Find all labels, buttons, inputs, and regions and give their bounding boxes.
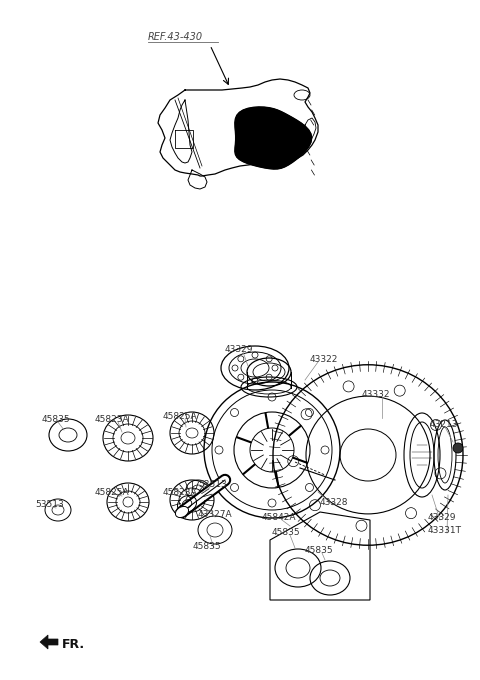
Text: 45823A: 45823A [163, 488, 198, 497]
Text: 43332: 43332 [362, 390, 391, 399]
Text: 43327A: 43327A [198, 510, 233, 519]
Text: 45835: 45835 [42, 415, 71, 424]
Text: 45823A: 45823A [95, 415, 130, 424]
Text: 45835: 45835 [272, 528, 300, 537]
Text: 43328: 43328 [320, 498, 348, 507]
Circle shape [453, 443, 463, 453]
Ellipse shape [176, 507, 189, 517]
Polygon shape [40, 635, 58, 649]
Text: REF.43-430: REF.43-430 [148, 32, 203, 42]
Text: 43329: 43329 [225, 345, 253, 354]
Text: 45842A: 45842A [262, 513, 297, 522]
Text: 45835: 45835 [305, 546, 334, 555]
Text: 45835: 45835 [193, 542, 222, 551]
Text: FR.: FR. [62, 638, 85, 651]
Text: 43213: 43213 [430, 420, 458, 429]
Text: 53513: 53513 [35, 500, 64, 509]
Text: 43329: 43329 [428, 513, 456, 522]
Text: 45825A: 45825A [163, 412, 198, 421]
Text: 53513: 53513 [198, 480, 227, 489]
Text: 45825A: 45825A [95, 488, 130, 497]
Text: 43322: 43322 [310, 355, 338, 364]
Polygon shape [235, 107, 312, 169]
Text: 43331T: 43331T [428, 526, 462, 535]
